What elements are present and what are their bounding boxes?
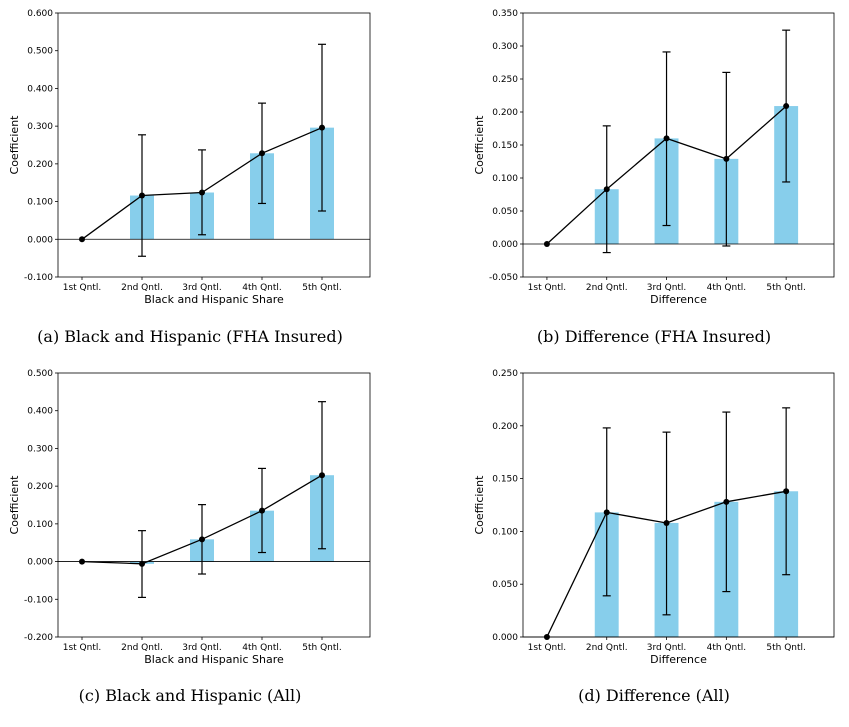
x-tick-label: 5th Qntl. xyxy=(766,283,806,293)
x-tick-label: 5th Qntl. xyxy=(766,643,806,653)
plot-frame xyxy=(57,12,371,278)
y-tick-label: 0.600 xyxy=(27,9,53,19)
y-tick-label: 0.100 xyxy=(492,527,518,537)
chart-panel: -0.200 -0.100 0.000 0.100 0.200 0.300 0.400 0.5… xyxy=(8,369,371,705)
x-axis-label: Difference xyxy=(650,653,707,666)
data-point xyxy=(199,536,205,543)
panel-caption: (b) Difference (FHA Insured) xyxy=(537,327,771,346)
y-tick-label: 0.150 xyxy=(492,141,518,151)
y-tick-label: 0.500 xyxy=(27,47,53,57)
plot-frame xyxy=(522,372,835,638)
y-tick-label: -0.100 xyxy=(24,595,53,605)
data-point xyxy=(139,192,145,199)
y-tick-label: 0.000 xyxy=(492,633,518,643)
y-tick-label: -0.050 xyxy=(489,273,518,283)
data-point xyxy=(663,519,670,526)
panel-caption: (a) Black and Hispanic (FHA Insured) xyxy=(37,327,343,346)
panel-caption: (c) Black and Hispanic (All) xyxy=(79,686,302,705)
y-tick-label: 0.200 xyxy=(27,482,53,492)
data-point xyxy=(199,189,205,196)
y-tick-label: 0.300 xyxy=(492,42,518,52)
x-tick-label: 4th Qntl. xyxy=(707,283,747,293)
x-axis-label: Black and Hispanic Share xyxy=(144,293,284,306)
y-tick-label: 0.400 xyxy=(27,84,53,94)
y-tick-label: 0.100 xyxy=(27,198,53,208)
data-point xyxy=(603,509,610,516)
x-tick-label: 4th Qntl. xyxy=(242,643,282,653)
x-tick-label: 2nd Qntl. xyxy=(121,643,163,653)
y-axis-label: Coefficient xyxy=(473,115,486,175)
panel-caption: (d) Difference (All) xyxy=(578,686,730,705)
x-tick-label: 3rd Qntl. xyxy=(647,283,687,293)
x-tick-label: 3rd Qntl. xyxy=(182,283,222,293)
x-tick-label: 4th Qntl. xyxy=(242,283,282,293)
y-tick-label: 0.050 xyxy=(492,580,518,590)
data-point xyxy=(259,150,265,157)
y-axis-label: Coefficient xyxy=(8,475,21,535)
y-tick-label: 0.250 xyxy=(492,369,518,379)
data-point xyxy=(79,236,85,243)
plot-frame xyxy=(57,372,371,638)
y-tick-label: 0.000 xyxy=(27,235,53,245)
y-tick-label: 0.200 xyxy=(492,422,518,432)
y-tick-label: 0.000 xyxy=(492,240,518,250)
data-point xyxy=(543,241,550,247)
chart-panel: -0.100 0.000 0.100 0.200 0.300 0.400 0.500 0.60… xyxy=(8,9,371,346)
y-tick-label: 0.400 xyxy=(27,407,53,417)
data-point xyxy=(139,560,145,567)
data-point xyxy=(783,488,790,495)
x-tick-label: 5th Qntl. xyxy=(302,283,342,293)
y-tick-label: -0.200 xyxy=(24,633,53,643)
y-axis-label: Coefficient xyxy=(473,475,486,535)
y-tick-label: 0.500 xyxy=(27,369,53,379)
y-tick-label: 0.100 xyxy=(27,520,53,530)
data-point xyxy=(723,498,730,505)
x-axis-label: Difference xyxy=(650,293,707,306)
x-tick-label: 4th Qntl. xyxy=(707,643,747,653)
data-point xyxy=(603,186,610,193)
x-tick-label: 2nd Qntl. xyxy=(586,643,628,653)
x-tick-label: 3rd Qntl. xyxy=(647,643,687,653)
x-tick-label: 1st Qntl. xyxy=(528,643,566,653)
x-tick-label: 2nd Qntl. xyxy=(586,283,628,293)
x-tick-label: 3rd Qntl. xyxy=(182,643,222,653)
x-tick-label: 1st Qntl. xyxy=(528,283,566,293)
data-point xyxy=(723,155,730,162)
data-point xyxy=(319,124,325,131)
chart-panel: 0.000 0.050 0.100 0.150 0.200 0.250 1st Qntl. 2… xyxy=(473,369,835,705)
y-tick-label: 0.000 xyxy=(27,558,53,568)
data-point xyxy=(319,472,325,479)
x-tick-label: 5th Qntl. xyxy=(302,643,342,653)
data-point xyxy=(783,103,790,110)
x-tick-label: 2nd Qntl. xyxy=(121,283,163,293)
data-point xyxy=(663,135,670,142)
y-tick-label: 0.250 xyxy=(492,75,518,85)
y-axis-label: Coefficient xyxy=(8,115,21,175)
y-tick-label: 0.200 xyxy=(492,108,518,118)
y-tick-label: 0.300 xyxy=(27,444,53,454)
y-tick-label: 0.350 xyxy=(492,9,518,19)
y-tick-label: -0.100 xyxy=(24,273,53,283)
x-axis-label: Black and Hispanic Share xyxy=(144,653,284,666)
y-tick-label: 0.050 xyxy=(492,207,518,217)
y-tick-label: 0.150 xyxy=(492,475,518,485)
chart-panel: -0.050 0.000 0.050 0.100 0.150 0.200 0.250 0.30… xyxy=(473,9,835,346)
y-tick-label: 0.100 xyxy=(492,174,518,184)
y-tick-label: 0.300 xyxy=(27,122,53,132)
data-point xyxy=(259,507,265,514)
x-tick-label: 1st Qntl. xyxy=(63,283,101,293)
y-tick-label: 0.200 xyxy=(27,160,53,170)
data-point xyxy=(79,558,85,565)
x-tick-label: 1st Qntl. xyxy=(63,643,101,653)
